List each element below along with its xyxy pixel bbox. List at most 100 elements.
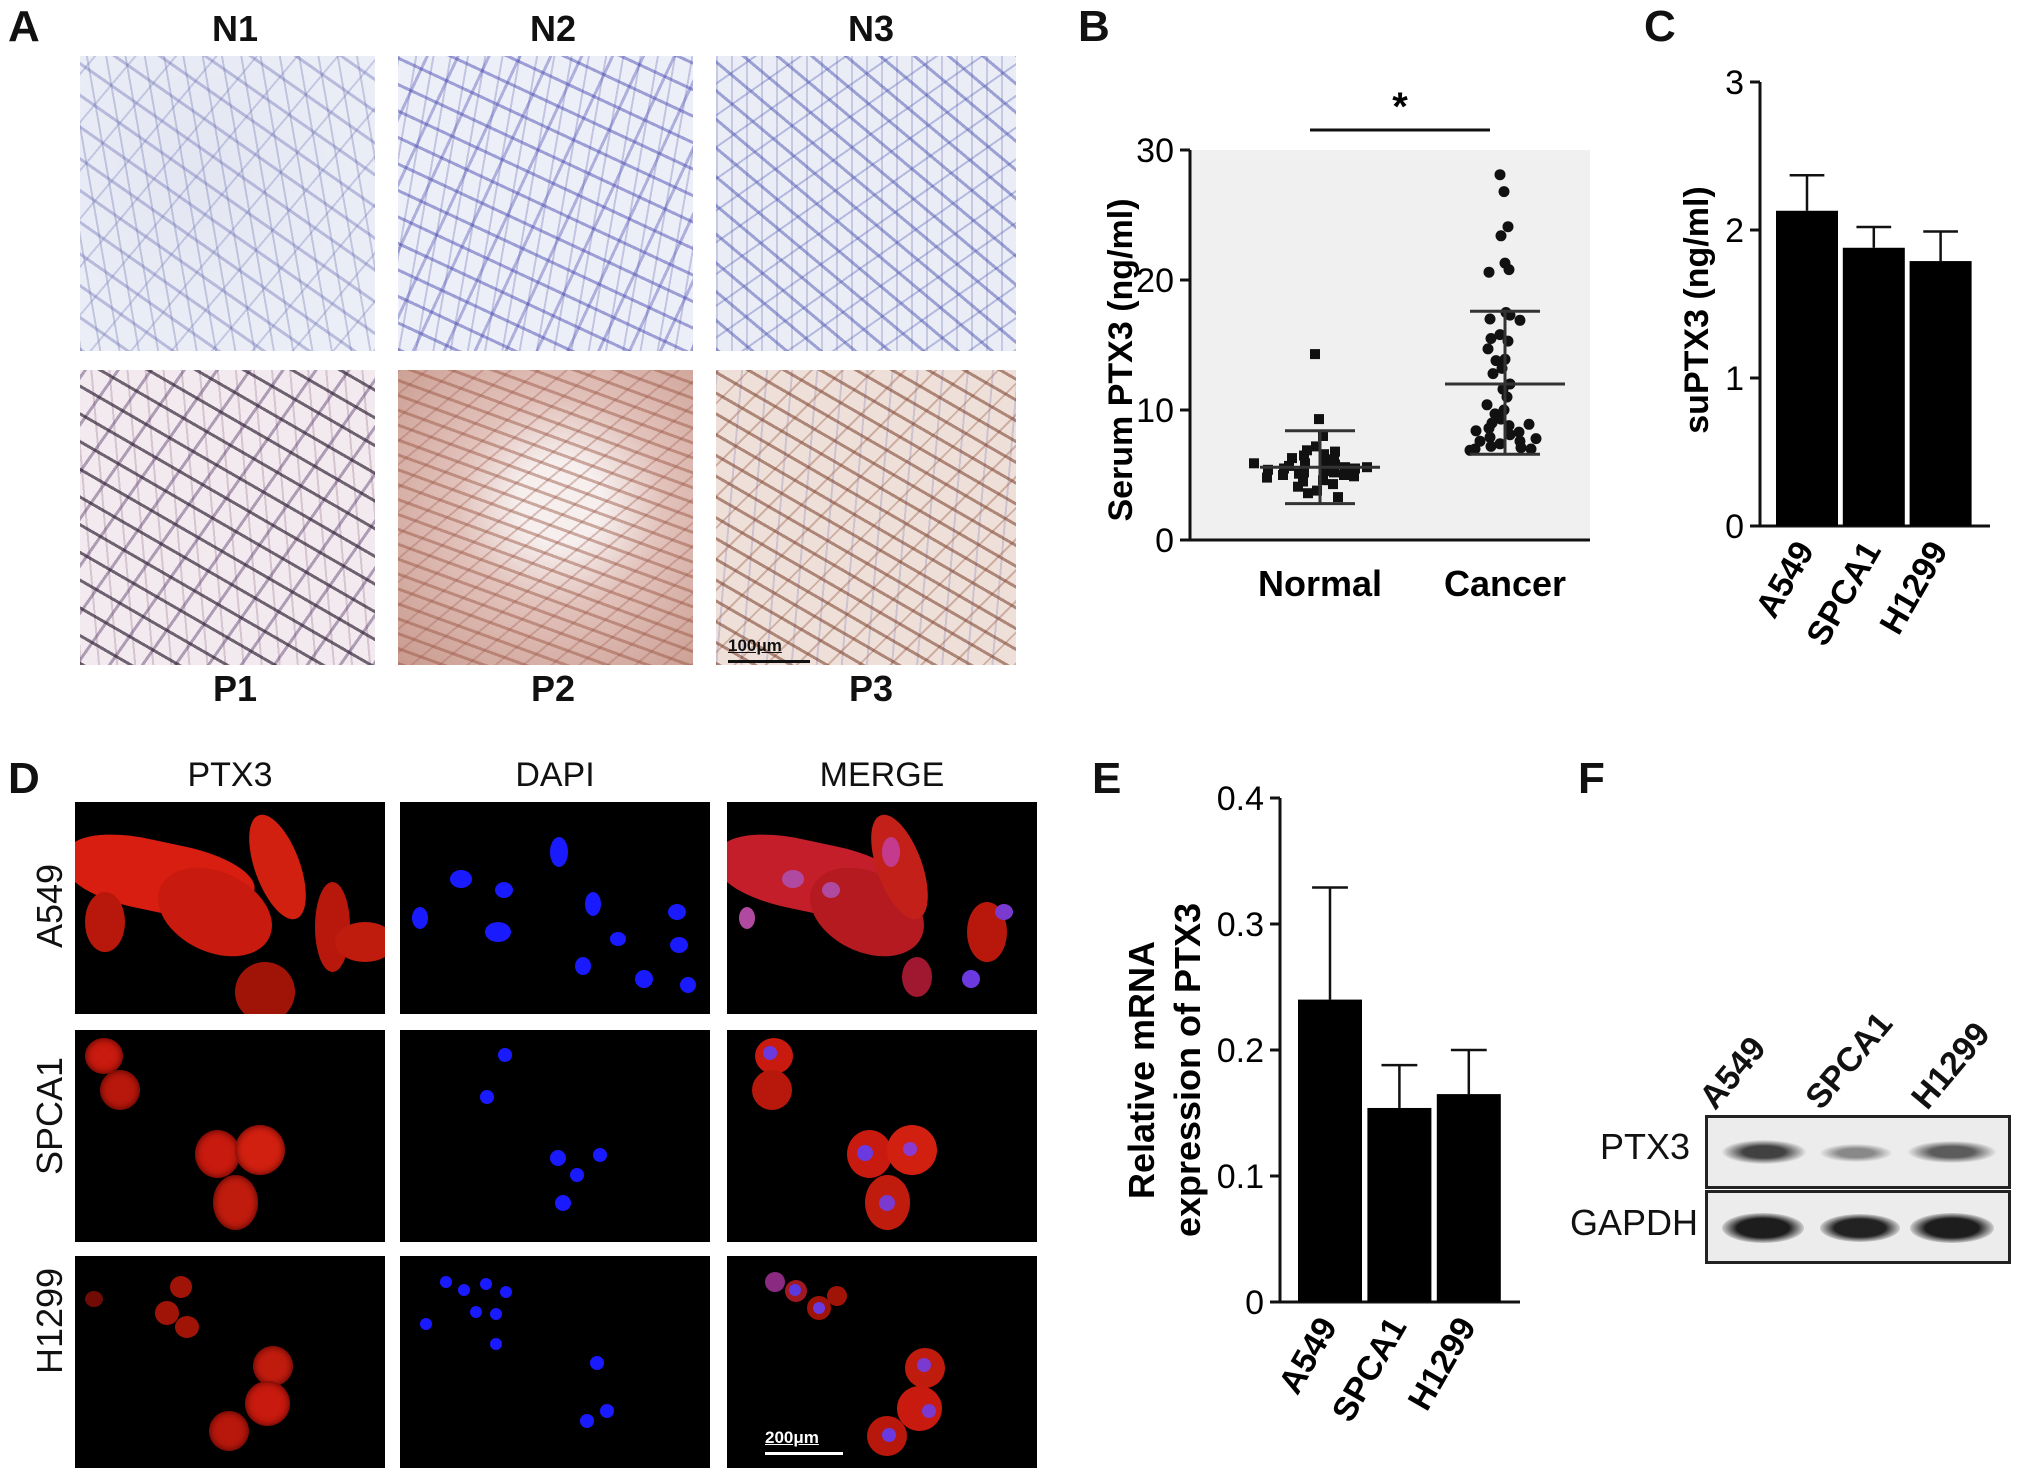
fluor-h1299-merge [727, 1256, 1037, 1468]
chart-c-ylabel: suPTX3 (ng/ml) [1678, 186, 1716, 433]
chart-b-point-cancer-18 [1487, 368, 1499, 380]
fluor-a549-dapi [400, 802, 710, 1014]
chart-c-bar-2 [1909, 261, 1972, 526]
chart-b-point-normal-0 [1310, 349, 1320, 360]
chart-e-bar-2 [1436, 1094, 1501, 1302]
chart-b-point-normal-22 [1349, 471, 1359, 482]
chart-b-point-normal-31 [1287, 453, 1297, 464]
chart-e-ylabel-line2: expression of PTX3 [1167, 903, 1208, 1237]
chart-b-ylabel: Serum PTX3 (ng/ml) [1102, 198, 1140, 521]
chart-c-ytick-label-1: 1 [1725, 360, 1744, 398]
chart-b-ytick-label-2: 20 [1136, 262, 1174, 300]
chart-e-bar-0 [1298, 999, 1362, 1302]
ihc-image-p3 [716, 370, 1016, 665]
chart-b-xtick-label-0: Normal [1258, 563, 1382, 604]
lane-label-spca1: SPCA1 [1798, 1005, 1901, 1117]
chart-b-point-cancer-33 [1494, 438, 1506, 450]
scale-bar-d [765, 1452, 843, 1455]
chart-e-ytick-label-2: 0.2 [1217, 1032, 1264, 1070]
chart-b-point-normal-10 [1330, 459, 1340, 470]
panel-c-letter: C [1644, 2, 1676, 51]
fluor-h1299-dapi [400, 1256, 710, 1468]
col-title-dapi: DAPI [515, 756, 595, 794]
fluor-spca1-ptx3 [75, 1030, 385, 1242]
label-n3: N3 [847, 8, 895, 49]
blot-gapdh [1705, 1190, 2011, 1264]
row-label-h1299: H1299 [29, 1267, 70, 1375]
chart-b-point-normal-27 [1293, 481, 1303, 492]
chart-b-point-cancer-9 [1484, 313, 1496, 325]
chart-b-point-normal-19 [1294, 468, 1304, 479]
chart-e-xtick-label-0: A549 [1271, 1311, 1345, 1400]
chart-b-point-normal-9 [1300, 458, 1310, 469]
chart-b-point-normal-34 [1249, 458, 1259, 469]
col-title-merge: MERGE [819, 756, 945, 794]
chart-e-ytick-label-3: 0.3 [1217, 906, 1264, 944]
chart-b-point-cancer-6 [1483, 266, 1495, 278]
label-n2: N2 [529, 8, 577, 49]
chart-b-point-cancer-11 [1494, 329, 1506, 341]
gapdh-band-h1299 [1910, 1213, 1994, 1243]
chart-b-point-cancer-14 [1482, 343, 1494, 355]
chart-b-significance-mark: * [1392, 85, 1408, 129]
chart-b-point-cancer-2 [1502, 221, 1514, 233]
chart-b-point-normal-18 [1329, 467, 1339, 478]
chart-b-point-cancer-31 [1484, 431, 1496, 443]
chart-b-point-cancer-21 [1501, 391, 1513, 403]
chart-b-point-normal-1 [1314, 414, 1324, 425]
chart-b-point-normal-25 [1298, 476, 1308, 487]
fluor-a549-ptx3 [75, 802, 385, 1014]
chart-b-point-normal-7 [1329, 454, 1339, 465]
ptx3-band-a549 [1722, 1140, 1806, 1164]
lane-label-a549: A549 [1692, 1029, 1774, 1117]
chart-b-point-normal-24 [1318, 475, 1328, 486]
label-p3: P3 [848, 668, 894, 709]
chart-b-point-normal-15 [1263, 464, 1273, 475]
chart-c-ytick-label-3: 3 [1725, 64, 1744, 102]
chart-e-ytick-label-1: 0.1 [1217, 1158, 1264, 1196]
chart-b-xtick-label-1: Cancer [1444, 563, 1566, 604]
chart-b-ytick-label-0: 0 [1155, 522, 1174, 560]
chart-b-point-normal-3 [1311, 441, 1321, 452]
chart-b-point-cancer-29 [1513, 426, 1525, 438]
chart-b-point-cancer-40 [1474, 435, 1486, 447]
chart-b-point-normal-30 [1333, 492, 1343, 503]
chart-b-point-normal-23 [1262, 472, 1272, 483]
fluor-a549-merge [727, 802, 1037, 1014]
chart-b-point-cancer-39 [1470, 425, 1482, 437]
panel-d-letter: D [8, 754, 40, 803]
chart-b-point-normal-16 [1319, 466, 1329, 477]
chart-e-xtick-label-2: H1299 [1401, 1311, 1484, 1417]
chart-c-bar-1 [1842, 247, 1905, 526]
chart-e-ylabel-line1: Relative mRNA [1121, 941, 1162, 1199]
fluor-h1299-ptx3 [75, 1256, 385, 1468]
chart-b-point-normal-28 [1312, 485, 1322, 496]
scale-bar-a [728, 660, 810, 663]
scale-bar-d-label: 200μm [765, 1428, 819, 1447]
chart-b-point-cancer-22 [1481, 399, 1493, 411]
ihc-image-p2 [398, 370, 693, 665]
label-p1: P1 [212, 668, 258, 709]
chart-c-ytick-label-0: 0 [1725, 508, 1744, 546]
scale-bar-a-label: 100μm [728, 636, 782, 655]
ihc-image-n2 [398, 56, 693, 351]
chart-c-ytick-label-2: 2 [1725, 212, 1744, 250]
blot-label-ptx3: PTX3 [1600, 1126, 1691, 1167]
chart-b-ytick-label-1: 10 [1136, 392, 1174, 430]
chart-b-point-cancer-37 [1525, 443, 1537, 455]
chart-b-point-cancer-28 [1483, 422, 1495, 434]
chart-c-bar-0 [1776, 210, 1838, 526]
chart-b-point-normal-29 [1303, 488, 1313, 499]
chart-b-point-normal-4 [1302, 445, 1312, 456]
chart-b-point-cancer-16 [1490, 355, 1502, 367]
chart-b-point-cancer-41 [1530, 433, 1542, 445]
chart-b-point-normal-26 [1328, 479, 1338, 490]
chart-b-point-normal-20 [1339, 470, 1349, 480]
chart-b-point-cancer-10 [1514, 314, 1526, 326]
chart-e-bar-1 [1367, 1107, 1432, 1302]
label-p2: P2 [530, 668, 576, 709]
panel-f-letter: F [1578, 754, 1605, 803]
chart-b-point-cancer-0 [1494, 169, 1506, 181]
